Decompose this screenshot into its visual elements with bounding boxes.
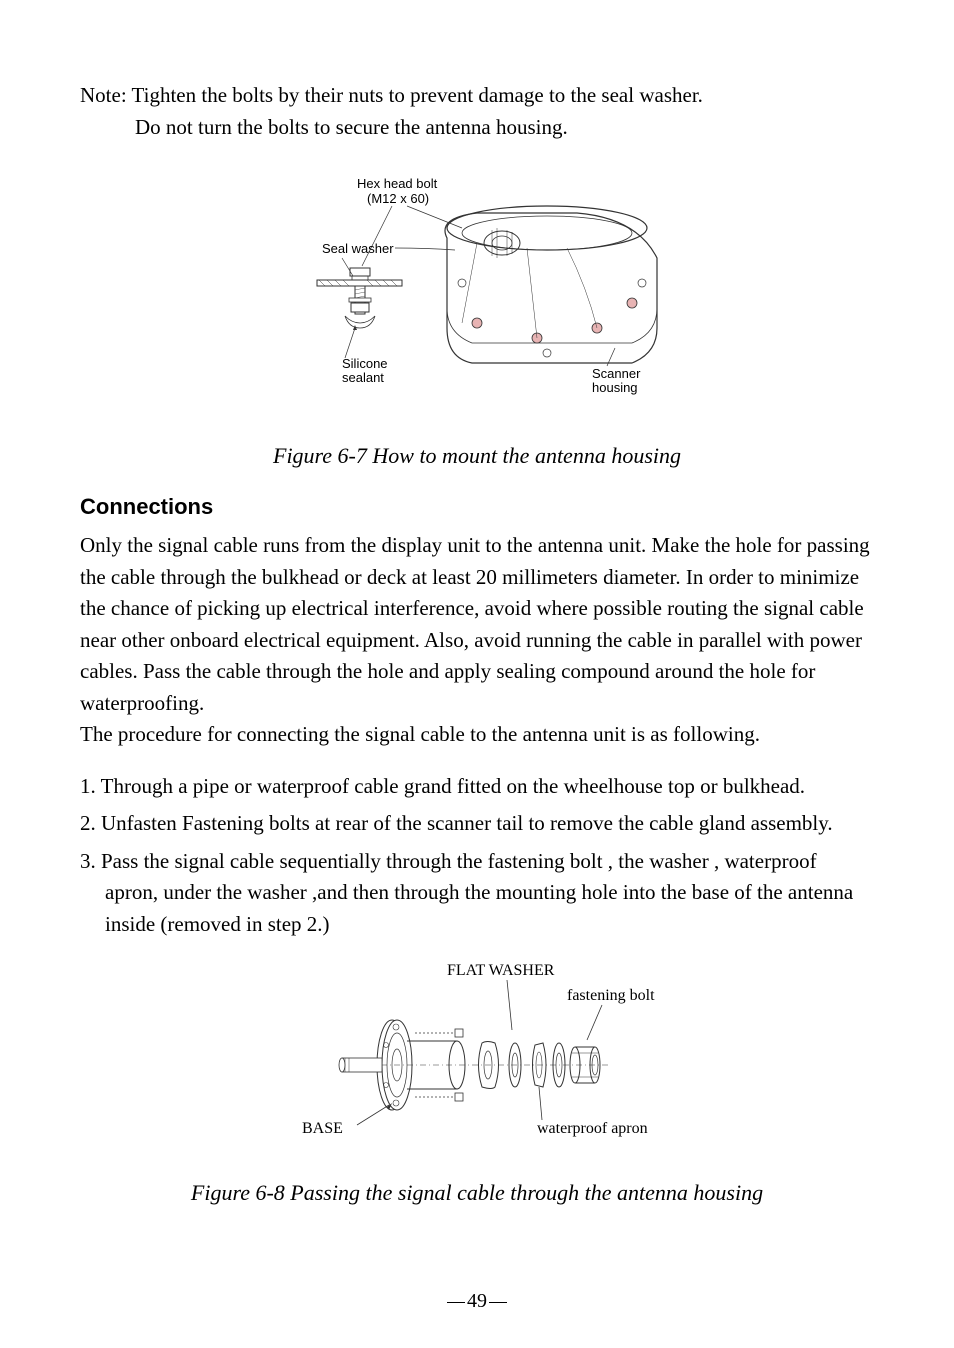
scanner-housing-drawing [445,206,657,363]
note-line1: Tighten the bolts by their nuts to preve… [132,83,703,107]
connections-paragraph: Only the signal cable runs from the disp… [80,530,874,751]
label-waterproof-apron: waterproof apron [537,1120,648,1137]
note-prefix: Note: [80,83,132,107]
figure-6-7-svg: Hex head bolt (M12 x 60) Seal washer Sil… [237,168,717,418]
cable-gland-left [339,1058,382,1072]
label-base: BASE [302,1120,343,1137]
note-line2: Do not turn the bolts to secure the ante… [135,112,874,144]
label-scanner-1: Scanner [592,366,641,381]
figure-6-8-caption: Figure 6-8 Passing the signal cable thro… [80,1180,874,1206]
label-silicone-2: sealant [342,370,384,385]
numbered-list: 1. Through a pipe or waterproof cable gr… [80,771,874,941]
figure-6-8-svg: FLAT WASHER fastening bolt [197,955,757,1155]
figure-6-8-container: FLAT WASHER fastening bolt [80,955,874,1160]
bolt-washer-assembly [317,268,402,328]
label-hex-bolt-2: (M12 x 60) [367,191,429,206]
label-scanner-2: housing [592,380,638,395]
connections-heading: Connections [80,494,874,520]
list-item-1: 1. Through a pipe or waterproof cable gr… [80,771,874,803]
label-silicone-1: Silicone [342,356,388,371]
note-block: Note: Tighten the bolts by their nuts to… [80,80,874,143]
label-hex-bolt-1: Hex head bolt [357,176,438,191]
page-number: 49 [445,1290,509,1313]
list-item-3: 3. Pass the signal cable sequentially th… [80,846,874,941]
figure-6-7-caption: Figure 6-7 How to mount the antenna hous… [80,443,874,469]
label-seal-washer: Seal washer [322,241,394,256]
label-flat-washer: FLAT WASHER [447,962,555,979]
label-fastening-bolt: fastening bolt [567,987,655,1004]
list-item-2: 2. Unfasten Fastening bolts at rear of t… [80,808,874,840]
figure-6-7-container: Hex head bolt (M12 x 60) Seal washer Sil… [80,168,874,423]
